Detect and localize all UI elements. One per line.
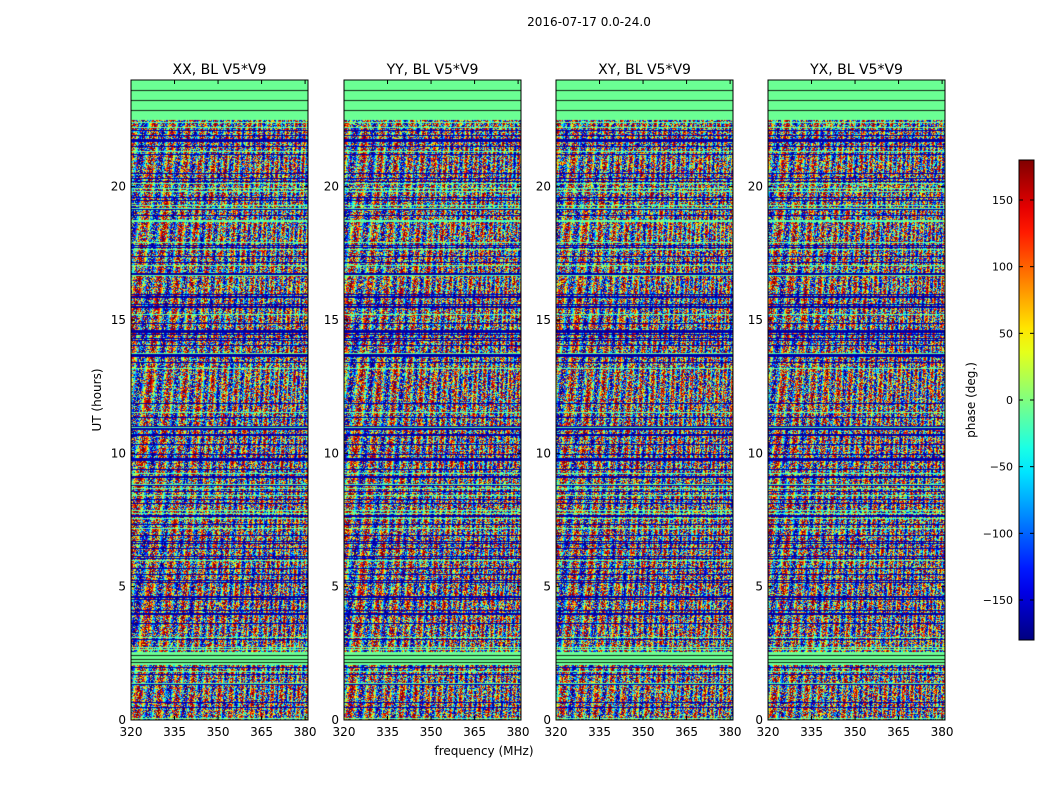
y-tick-label: 15	[111, 313, 126, 327]
x-tick-label: 335	[588, 725, 611, 739]
x-axis-label: frequency (MHz)	[434, 744, 533, 758]
y-tick-label: 15	[748, 313, 763, 327]
y-tick-label: 10	[536, 446, 551, 460]
x-tick-label: 320	[545, 725, 568, 739]
x-tick-label: 365	[675, 725, 698, 739]
x-tick-label: 380	[931, 725, 954, 739]
panel-frame	[130, 79, 309, 721]
y-tick-label: 15	[324, 313, 339, 327]
panel-frame	[343, 79, 522, 721]
figure-suptitle: 2016-07-17 0.0-24.0	[527, 15, 651, 29]
x-tick-label: 335	[376, 725, 399, 739]
x-tick-label: 350	[844, 725, 867, 739]
colorbar-tick-label: −50	[990, 461, 1013, 474]
y-tick-label: 20	[536, 180, 551, 194]
y-tick-label: 20	[324, 180, 339, 194]
y-tick-label: 15	[536, 313, 551, 327]
panel-xx: XX, BL V5*V9 320 335 350 365 380 0 5 10 15 20	[111, 62, 317, 739]
y-tick-label: 10	[111, 446, 126, 460]
panel-yx: YX, BL V5*V9 320 335 350 365 380 0 5 10 15 20	[748, 62, 954, 739]
x-tick-label: 320	[120, 725, 143, 739]
panel-title: XX, BL V5*V9	[173, 62, 267, 78]
panel-title: YY, BL V5*V9	[386, 62, 479, 78]
x-tick-label: 380	[719, 725, 742, 739]
heatmap-image	[768, 80, 945, 720]
panel-yy: YY, BL V5*V9 320 335 350 365 380 0 5 10 15 20	[324, 62, 530, 739]
x-tick-label: 350	[420, 725, 443, 739]
y-tick-label: 5	[755, 580, 763, 594]
x-tick-label: 320	[757, 725, 780, 739]
x-tick-label: 365	[463, 725, 486, 739]
panel-title: YX, BL V5*V9	[809, 62, 903, 78]
colorbar-tick-label: 100	[992, 261, 1013, 274]
colorbar-tick-label: −100	[983, 527, 1013, 540]
x-tick-label: 350	[207, 725, 230, 739]
colorbar-tick-label: −150	[983, 594, 1013, 607]
panel-frame	[555, 79, 734, 721]
y-tick-label: 5	[331, 580, 339, 594]
y-tick-label: 5	[543, 580, 551, 594]
panel-xy: XY, BL V5*V9 320 335 350 365 380 0 5 10 15 20	[536, 62, 742, 739]
x-tick-label: 380	[294, 725, 317, 739]
heatmap-image	[556, 80, 733, 720]
x-tick-label: 320	[333, 725, 356, 739]
y-tick-label: 10	[748, 446, 763, 460]
heatmap-image	[131, 80, 308, 720]
y-tick-label: 0	[331, 713, 339, 727]
y-axis-label: UT (hours)	[90, 368, 104, 431]
panel-frame	[767, 79, 946, 721]
colorbar-label: phase (deg.)	[964, 362, 978, 438]
colorbar-tick-label: 50	[999, 327, 1013, 340]
x-tick-label: 335	[800, 725, 823, 739]
panel-title: XY, BL V5*V9	[598, 62, 691, 78]
y-tick-label: 0	[755, 713, 763, 727]
colorbar: −150 −100 −50 0 50 100 150	[983, 159, 1035, 641]
y-tick-label: 10	[324, 446, 339, 460]
y-tick-label: 5	[118, 580, 126, 594]
y-tick-label: 0	[543, 713, 551, 727]
colorbar-tick-label: 150	[992, 194, 1013, 207]
x-tick-label: 365	[250, 725, 273, 739]
colorbar-tick-label: 0	[1006, 394, 1013, 407]
y-tick-label: 20	[748, 180, 763, 194]
heatmap-image	[344, 80, 521, 720]
y-tick-label: 20	[111, 180, 126, 194]
x-tick-label: 380	[507, 725, 530, 739]
x-tick-label: 365	[887, 725, 910, 739]
y-tick-label: 0	[118, 713, 126, 727]
x-tick-label: 350	[632, 725, 655, 739]
x-tick-label: 335	[163, 725, 186, 739]
